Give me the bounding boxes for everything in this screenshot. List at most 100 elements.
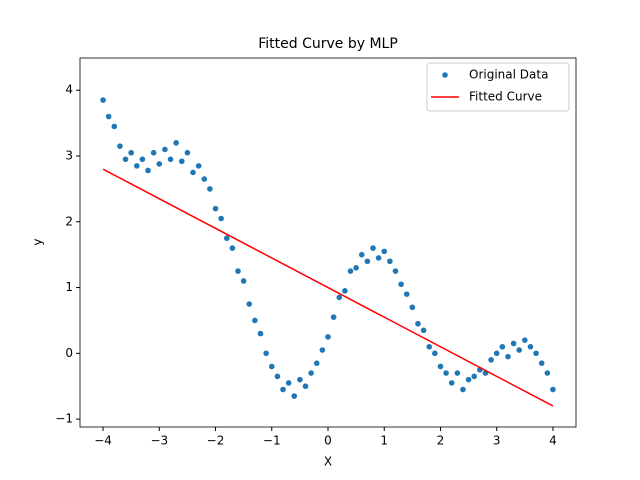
x-tick-label: −3 — [150, 434, 168, 448]
y-axis-label: y — [31, 238, 45, 245]
x-tick-label: 1 — [380, 434, 388, 448]
data-point — [353, 265, 359, 271]
data-point — [493, 350, 500, 357]
data-point — [207, 186, 213, 192]
data-point — [308, 370, 314, 376]
data-point — [117, 143, 123, 149]
data-point — [139, 156, 146, 163]
data-point — [398, 281, 404, 288]
data-point — [505, 353, 511, 360]
data-point — [516, 347, 523, 353]
data-point — [246, 301, 253, 307]
data-point — [274, 373, 281, 380]
legend-label: Fitted Curve — [469, 90, 542, 104]
data-point — [145, 167, 151, 174]
data-point — [522, 337, 528, 343]
data-point — [347, 268, 354, 274]
data-point — [201, 176, 208, 182]
plot-frame — [79, 57, 577, 428]
data-point — [342, 288, 348, 294]
data-point — [150, 149, 157, 156]
data-point — [392, 268, 399, 274]
data-point — [510, 340, 517, 347]
data-point — [420, 327, 427, 334]
data-point — [297, 376, 303, 383]
data-point — [488, 357, 494, 363]
data-point — [330, 314, 337, 320]
data-point — [291, 393, 298, 399]
data-point — [336, 294, 343, 301]
data-point — [195, 163, 202, 169]
data-point — [527, 343, 534, 350]
data-point — [426, 343, 433, 350]
x-tick-label: −2 — [207, 434, 225, 448]
data-point — [313, 360, 320, 366]
x-tick-label: 2 — [437, 434, 445, 448]
x-axis-label: X — [324, 455, 332, 469]
data-point — [162, 146, 168, 153]
data-point — [364, 258, 371, 265]
data-point — [437, 363, 444, 370]
data-point — [133, 163, 140, 169]
data-point — [325, 334, 331, 340]
data-point — [111, 123, 118, 130]
x-tick-label: 3 — [493, 434, 501, 448]
data-point — [358, 251, 365, 258]
data-point — [409, 304, 416, 311]
chart-title: Fitted Curve by MLP — [258, 36, 398, 52]
data-point — [218, 215, 224, 222]
data-point — [375, 255, 382, 261]
data-point — [280, 386, 286, 393]
data-point — [499, 343, 506, 350]
data-point — [173, 140, 179, 146]
data-point — [302, 383, 309, 390]
data-point — [432, 350, 438, 357]
data-point — [415, 320, 421, 327]
x-tick-label: −4 — [94, 434, 112, 448]
data-point — [105, 113, 112, 120]
x-tick-label: −1 — [263, 434, 281, 448]
data-point — [448, 380, 455, 386]
data-point — [381, 248, 388, 255]
data-point — [387, 258, 393, 265]
legend-box — [426, 62, 570, 112]
data-point — [212, 205, 219, 212]
data-point — [223, 235, 230, 242]
data-point — [190, 169, 196, 176]
data-point — [128, 149, 134, 156]
data-point — [460, 386, 466, 393]
y-tick-label: 0 — [65, 346, 73, 360]
data-point — [263, 350, 269, 357]
data-point — [471, 373, 478, 380]
data-point — [229, 245, 236, 251]
data-point — [184, 149, 191, 156]
data-point — [240, 278, 247, 284]
data-point — [454, 370, 461, 376]
y-tick-label: −1 — [55, 412, 73, 426]
data-point — [122, 156, 129, 163]
data-point — [443, 370, 449, 376]
data-point — [319, 347, 326, 353]
legend-label: Original Data — [469, 68, 548, 82]
legend-marker — [442, 72, 448, 78]
data-point — [257, 330, 264, 337]
x-tick-label: 0 — [324, 434, 332, 448]
data-point — [178, 158, 185, 165]
data-point — [533, 350, 539, 357]
data-point — [285, 380, 292, 386]
data-point — [235, 268, 241, 274]
x-tick-label: 4 — [549, 434, 557, 448]
data-point — [268, 363, 275, 370]
data-point — [156, 161, 163, 167]
data-point — [370, 245, 376, 251]
y-tick-label: 4 — [65, 83, 73, 97]
data-point — [550, 386, 556, 393]
fitted-line — [102, 168, 554, 407]
data-point — [100, 97, 106, 103]
y-tick-label: 2 — [65, 214, 73, 228]
data-point — [538, 360, 545, 366]
data-point — [403, 291, 410, 297]
data-point — [167, 156, 174, 163]
y-tick-label: 1 — [65, 280, 73, 294]
